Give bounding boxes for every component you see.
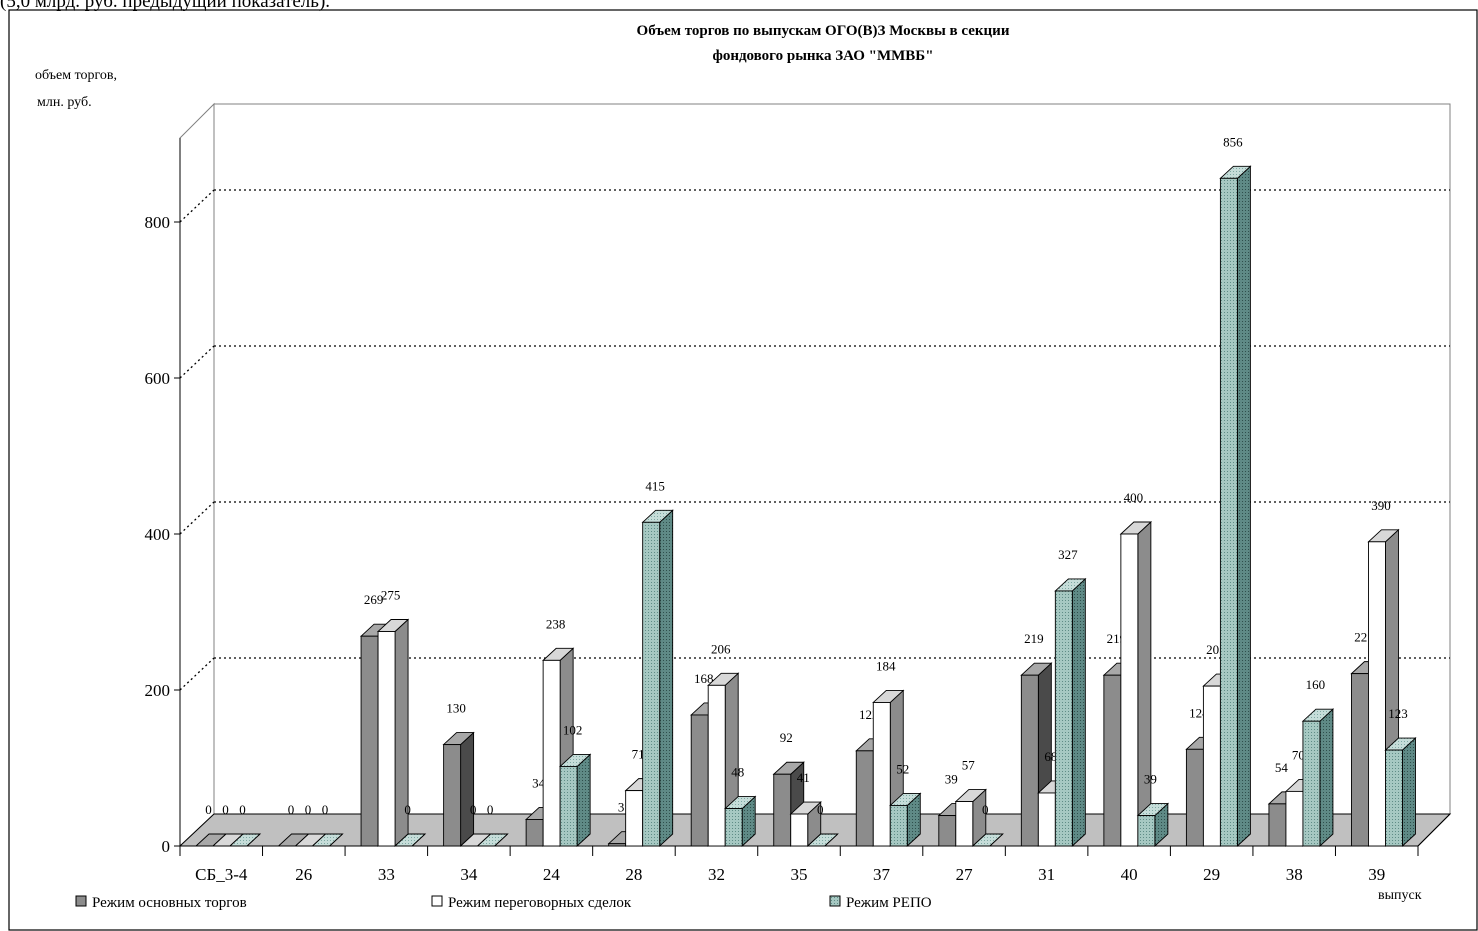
data-label: 400 — [1124, 490, 1144, 505]
category-label: 33 — [378, 865, 395, 884]
data-label: 275 — [381, 588, 401, 603]
bar-repo — [641, 509, 674, 848]
data-label: 0 — [239, 802, 246, 817]
data-label: 102 — [563, 722, 583, 737]
data-label: 206 — [711, 641, 731, 656]
data-label: 0 — [487, 802, 494, 817]
data-label: 0 — [404, 802, 411, 817]
bar-repo — [889, 792, 922, 848]
data-label: 3 — [618, 800, 625, 815]
side-wall — [179, 102, 215, 848]
y-tick-label: 200 — [145, 681, 171, 700]
chart-frame — [8, 9, 1478, 931]
bar-repo — [1384, 737, 1417, 848]
data-label: 0 — [288, 802, 295, 817]
bar-repo — [724, 795, 757, 848]
bar-repo — [1219, 165, 1252, 848]
legend-label-negotiated: Режим переговорных сделок — [448, 895, 632, 911]
data-label: 70 — [1292, 747, 1305, 762]
data-label: 0 — [817, 802, 824, 817]
bar-repo — [228, 833, 262, 847]
data-label: 39 — [1144, 772, 1157, 787]
category-label: 39 — [1368, 865, 1385, 884]
data-label: 130 — [446, 701, 466, 716]
data-label: 0 — [305, 802, 312, 817]
data-label: 92 — [780, 730, 793, 745]
x-axis-depth — [1417, 813, 1451, 847]
bar-repo — [476, 833, 509, 847]
category-label: 34 — [460, 865, 478, 884]
bar-repo — [1054, 577, 1087, 848]
category-label: 26 — [295, 865, 312, 884]
y-tick-label: 600 — [145, 369, 171, 388]
data-label: 327 — [1058, 547, 1078, 562]
y-tick-label: 400 — [145, 525, 171, 544]
bar-main — [442, 731, 475, 848]
bar-repo — [971, 833, 1004, 847]
data-label: 390 — [1371, 498, 1391, 513]
category-label: 31 — [1038, 865, 1055, 884]
data-label: 184 — [876, 658, 896, 673]
bar-negotiated — [954, 788, 987, 848]
category-label: 37 — [873, 865, 891, 884]
bar-repo — [806, 833, 839, 847]
y-tick-label: 800 — [145, 213, 171, 232]
data-label: 54 — [1275, 760, 1289, 775]
data-label: 856 — [1223, 134, 1243, 149]
category-label: 28 — [625, 865, 642, 884]
chart-title-line-2: фондового рынка ЗАО "ММВБ" — [712, 48, 933, 64]
data-label: 57 — [962, 758, 976, 773]
category-label: СБ_3-4 — [195, 865, 248, 884]
legend-label-repo: Режим РЕПО — [846, 895, 932, 911]
x-axis-label: выпуск — [1378, 888, 1422, 903]
category-label: 40 — [1121, 865, 1138, 884]
category-label: 27 — [956, 865, 974, 884]
data-label: 160 — [1306, 677, 1326, 692]
data-label: 219 — [1024, 631, 1044, 646]
data-label: 52 — [896, 761, 909, 776]
page-caption-fragment: (5,0 млрд. руб. предыдущий показатель). — [0, 0, 331, 12]
category-label: 24 — [543, 865, 561, 884]
y-axis-label-line-1: объем торгов, — [35, 68, 117, 83]
data-label: 0 — [222, 802, 229, 817]
data-label: 48 — [731, 765, 744, 780]
y-axis-label-line-2: млн. руб. — [37, 95, 92, 110]
bar-repo — [558, 753, 592, 848]
category-label: 35 — [791, 865, 808, 884]
data-label: 415 — [645, 478, 665, 493]
legend-swatch-negotiated — [431, 895, 443, 907]
bar-repo — [1136, 802, 1170, 848]
data-label: 238 — [546, 616, 566, 631]
category-label: 29 — [1203, 865, 1220, 884]
category-label: 38 — [1286, 865, 1303, 884]
data-label: 71 — [632, 747, 645, 762]
legend: Режим основных торгов Режим переговорных… — [75, 895, 932, 911]
legend-swatch-main — [75, 895, 87, 907]
data-label: 39 — [945, 772, 958, 787]
data-label: 0 — [322, 802, 329, 817]
data-label: 68 — [1044, 749, 1057, 764]
bar-negotiated — [1119, 520, 1153, 848]
chart-title-line-1: Объем торгов по выпускам ОГО(В)З Москвы … — [637, 23, 1010, 39]
data-label: 0 — [470, 802, 477, 817]
category-label: 32 — [708, 865, 725, 884]
data-label: 41 — [797, 770, 810, 785]
data-label: 0 — [205, 802, 212, 817]
y-tick-label: 0 — [162, 837, 171, 856]
data-label: 269 — [364, 592, 384, 607]
bar-negotiated — [789, 800, 822, 848]
bar-repo — [393, 833, 427, 847]
data-label: 168 — [694, 671, 714, 686]
legend-label-main: Режим основных торгов — [92, 895, 247, 911]
bar-repo — [1301, 708, 1335, 848]
data-label: 34 — [532, 775, 546, 790]
data-label: 0 — [982, 802, 989, 817]
bar-repo — [311, 833, 344, 847]
data-label: 123 — [1388, 706, 1408, 721]
bar-negotiated — [376, 618, 410, 848]
legend-swatch-repo — [829, 895, 841, 907]
